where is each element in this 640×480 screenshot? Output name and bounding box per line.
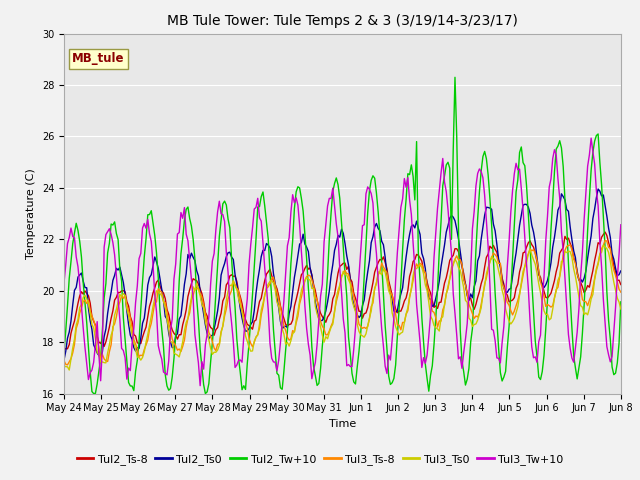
Tul2_Tw+10 xyxy=(617,299,625,305)
Tul2_Tw+10 xyxy=(60,350,68,356)
Tul2_Ts-8 xyxy=(453,246,461,252)
Tul3_Ts-8 xyxy=(461,282,469,288)
Tul2_Tw+10 xyxy=(90,391,97,396)
Tul2_Tw+10 xyxy=(451,74,459,80)
Tul2_Ts0 xyxy=(140,315,148,321)
Tul3_Ts-8 xyxy=(63,362,71,368)
Tul2_Tw+10 xyxy=(142,236,150,241)
Title: MB Tule Tower: Tule Temps 2 & 3 (3/19/14-3/23/17): MB Tule Tower: Tule Temps 2 & 3 (3/19/14… xyxy=(167,14,518,28)
Tul3_Tw+10 xyxy=(550,147,558,153)
X-axis label: Time: Time xyxy=(329,419,356,429)
Tul2_Tw+10 xyxy=(521,163,529,168)
Text: MB_tule: MB_tule xyxy=(72,52,125,65)
Tul3_Ts-8 xyxy=(617,289,625,295)
Tul3_Tw+10 xyxy=(60,280,68,286)
Tul3_Tw+10 xyxy=(588,135,595,141)
Tul3_Tw+10 xyxy=(196,383,204,388)
Tul2_Ts0 xyxy=(460,276,468,282)
Tul3_Ts-8 xyxy=(60,358,68,363)
Tul3_Tw+10 xyxy=(350,347,358,352)
Y-axis label: Temperature (C): Temperature (C) xyxy=(26,168,36,259)
Tul2_Ts0 xyxy=(617,268,625,274)
Tul2_Tw+10 xyxy=(463,376,471,382)
Tul3_Ts0 xyxy=(350,303,358,309)
Tul3_Tw+10 xyxy=(617,222,625,228)
Tul2_Tw+10 xyxy=(456,327,464,333)
Legend: Tul2_Ts-8, Tul2_Ts0, Tul2_Tw+10, Tul3_Ts-8, Tul3_Ts0, Tul3_Tw+10: Tul2_Ts-8, Tul2_Ts0, Tul2_Tw+10, Tul3_Ts… xyxy=(72,450,568,469)
Tul3_Ts0 xyxy=(60,363,68,369)
Tul2_Ts-8 xyxy=(460,271,468,276)
Tul3_Ts0 xyxy=(461,298,469,303)
Tul2_Ts0 xyxy=(518,212,525,218)
Tul3_Ts0 xyxy=(550,295,558,301)
Tul2_Ts-8 xyxy=(549,284,557,290)
Tul2_Tw+10 xyxy=(350,379,358,385)
Tul2_Ts0 xyxy=(60,357,68,363)
Line: Tul3_Tw+10: Tul3_Tw+10 xyxy=(64,138,621,385)
Tul2_Ts0 xyxy=(549,244,557,250)
Line: Tul3_Ts0: Tul3_Ts0 xyxy=(64,245,621,370)
Tul3_Ts-8 xyxy=(142,342,150,348)
Tul3_Ts-8 xyxy=(519,273,527,278)
Tul3_Ts-8 xyxy=(550,295,558,300)
Line: Tul2_Ts0: Tul2_Ts0 xyxy=(64,189,621,360)
Tul3_Ts0 xyxy=(65,367,73,373)
Tul3_Ts0 xyxy=(142,339,150,345)
Tul2_Ts0 xyxy=(453,226,461,232)
Tul2_Ts-8 xyxy=(518,263,525,268)
Line: Tul2_Tw+10: Tul2_Tw+10 xyxy=(64,77,621,394)
Tul3_Ts-8 xyxy=(601,238,609,243)
Tul2_Ts-8 xyxy=(140,329,148,335)
Line: Tul2_Ts-8: Tul2_Ts-8 xyxy=(64,232,621,349)
Tul2_Ts0 xyxy=(348,294,356,300)
Tul2_Ts-8 xyxy=(617,282,625,288)
Tul3_Ts0 xyxy=(519,268,527,274)
Line: Tul3_Ts-8: Tul3_Ts-8 xyxy=(64,240,621,365)
Tul2_Ts-8 xyxy=(601,229,609,235)
Tul3_Ts-8 xyxy=(350,294,358,300)
Tul2_Ts-8 xyxy=(348,279,356,285)
Tul3_Tw+10 xyxy=(519,207,527,213)
Tul2_Ts-8 xyxy=(60,347,68,352)
Tul3_Ts0 xyxy=(617,306,625,312)
Tul3_Tw+10 xyxy=(140,221,148,227)
Tul3_Ts0 xyxy=(454,264,462,270)
Tul3_Tw+10 xyxy=(461,336,469,342)
Tul3_Ts-8 xyxy=(454,257,462,263)
Tul2_Ts0 xyxy=(595,186,602,192)
Tul2_Tw+10 xyxy=(552,146,560,152)
Tul3_Ts0 xyxy=(600,242,607,248)
Tul3_Tw+10 xyxy=(454,356,462,361)
